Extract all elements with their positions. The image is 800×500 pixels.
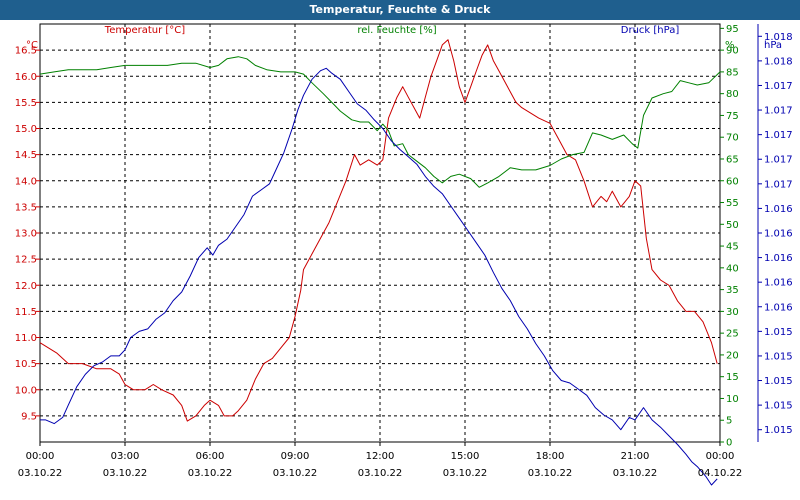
x-tick-label-time: 03:00 (111, 451, 140, 462)
pressure-tick-label: 1.015 (764, 351, 793, 362)
grid (39, 24, 721, 442)
pressure-tick-label: 1.017 (764, 179, 793, 190)
temperature-tick-label: 9.5 (21, 411, 37, 422)
pressure-tick-label: 1.018 (764, 32, 793, 43)
temperature-tick-label: 16.0 (15, 72, 37, 83)
humidity-tick-label: 85 (726, 67, 739, 78)
humidity-tick-label: 30 (726, 307, 739, 318)
humidity-tick-label: 35 (726, 285, 739, 296)
x-tick-label-date: 03.10.22 (103, 468, 148, 479)
pressure-tick-label: 1.017 (764, 81, 793, 92)
humidity-tick-label: 60 (726, 176, 739, 187)
series-line-humidity (39, 56, 721, 188)
temperature-tick-label: 11.5 (15, 307, 37, 318)
x-tick-label-time: 21:00 (621, 451, 650, 462)
humidity-unit-label: % (725, 40, 735, 51)
humidity-tick-label: 65 (726, 154, 739, 165)
axes-layer: 00:00 03.10.22 03:00 03.10.22 06:00 03.10.22 0… (15, 24, 793, 479)
chart-background (0, 20, 800, 500)
x-tick-label-date: 03.10.22 (188, 468, 233, 479)
pressure-tick-label: 1.017 (764, 130, 793, 141)
temperature-tick-label: 10.5 (15, 359, 37, 370)
temperature-unit-label: °C (26, 40, 38, 51)
x-tick-label-date: 03.10.22 (273, 468, 318, 479)
humidity-tick-label: 90 (726, 46, 739, 57)
pressure-tick-label: 1.017 (764, 106, 793, 117)
x-tick-label-time: 09:00 (281, 451, 310, 462)
temperature-tick-label: 13.0 (15, 229, 37, 240)
humidity-tick-label: 20 (726, 350, 739, 361)
x-tick-label-date: 03.10.22 (613, 468, 658, 479)
temperature-axis-label: Temperatur [°C] (104, 25, 185, 36)
pressure-unit-label: hPa (764, 40, 782, 51)
humidity-tick-label: 95 (726, 24, 739, 35)
x-tick-label-time: 12:00 (366, 451, 395, 462)
humidity-tick-label: 0 (726, 438, 732, 449)
x-tick-label-time: 15:00 (451, 451, 480, 462)
temperature-tick-label: 13.5 (15, 202, 37, 213)
pressure-tick-label: 1.015 (764, 327, 793, 338)
temperature-tick-label: 12.0 (15, 281, 37, 292)
humidity-tick-label: 55 (726, 198, 739, 209)
x-tick-label-time: 18:00 (536, 451, 565, 462)
temperature-tick-label: 16.5 (15, 46, 37, 57)
series-line-pressure (40, 67, 718, 486)
humidity-tick-label: 70 (726, 133, 739, 144)
humidity-tick-label: 25 (726, 329, 739, 340)
chart-title: Temperatur, Feuchte & Druck (0, 0, 800, 20)
x-tick-label-time: 00:00 (26, 451, 55, 462)
pressure-tick-label: 1.016 (764, 302, 793, 313)
temperature-tick-label: 10.0 (15, 385, 37, 396)
humidity-tick-label: 10 (726, 394, 739, 405)
pressure-tick-label: 1.016 (764, 204, 793, 215)
x-tick-label-date: 03.10.22 (528, 468, 573, 479)
x-tick-label-date: 03.10.22 (18, 468, 63, 479)
pressure-tick-label: 1.015 (764, 376, 793, 387)
x-tick-label-date: 03.10.22 (443, 468, 488, 479)
pressure-tick-label: 1.015 (764, 401, 793, 412)
humidity-tick-label: 5 (726, 416, 732, 427)
temperature-tick-label: 11.0 (15, 333, 37, 344)
temperature-tick-label: 14.5 (15, 150, 37, 161)
x-tick-label-time: 00:00 (706, 451, 735, 462)
temperature-tick-label: 14.0 (15, 176, 37, 187)
x-tick-label-time: 06:00 (196, 451, 225, 462)
x-tick-label-date: 03.10.22 (358, 468, 403, 479)
humidity-axis-label: rel. Feuchte [%] (357, 25, 436, 36)
pressure-tick-label: 1.016 (764, 253, 793, 264)
humidity-tick-label: 50 (726, 220, 739, 231)
chart-canvas: 00:00 03.10.22 03:00 03.10.22 06:00 03.10.22 0… (0, 20, 800, 500)
pressure-tick-label: 1.017 (764, 155, 793, 166)
pressure-tick-label: 1.015 (764, 425, 793, 436)
series-line-temperature (39, 39, 718, 422)
pressure-axis-label: Druck [hPa] (621, 25, 680, 36)
pressure-tick-label: 1.018 (764, 56, 793, 67)
series-layer (39, 39, 721, 486)
temperature-tick-label: 12.5 (15, 255, 37, 266)
temperature-tick-label: 15.5 (15, 98, 37, 109)
humidity-tick-label: 15 (726, 372, 739, 383)
humidity-tick-label: 40 (726, 263, 739, 274)
humidity-tick-label: 75 (726, 111, 739, 122)
humidity-tick-label: 45 (726, 242, 739, 253)
pressure-tick-label: 1.016 (764, 229, 793, 240)
pressure-tick-label: 1.016 (764, 278, 793, 289)
x-tick-label-date: 04.10.22 (698, 468, 743, 479)
humidity-tick-label: 80 (726, 89, 739, 100)
temperature-tick-label: 15.0 (15, 124, 37, 135)
